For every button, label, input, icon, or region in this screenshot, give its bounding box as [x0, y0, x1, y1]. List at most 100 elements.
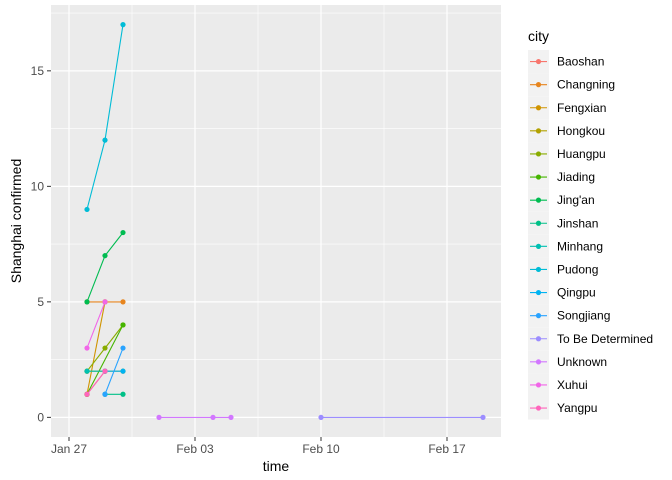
x-tick-label: Jan 27 — [51, 442, 87, 456]
legend-label: Yangpu — [557, 401, 597, 415]
legend-item: Changning — [528, 73, 615, 97]
data-point — [120, 368, 126, 374]
legend-item: Minhang — [528, 234, 603, 258]
data-point — [120, 229, 126, 236]
legend-label: Jiading — [557, 170, 595, 184]
data-point — [120, 299, 126, 305]
series-line — [86, 324, 124, 395]
legend-label: Songjiang — [557, 309, 610, 323]
y-axis-title: Shanghai confirmed — [8, 159, 24, 284]
x-tick-label: Feb 17 — [428, 442, 466, 456]
data-point — [102, 391, 108, 397]
data-point — [120, 22, 126, 28]
legend-item: Jiading — [528, 165, 595, 189]
x-axis-title: time — [263, 458, 290, 474]
data-point — [120, 391, 126, 397]
legend: city Baoshan Changning Fengxian Hongkou Huan… — [528, 28, 653, 420]
data-point — [102, 253, 108, 259]
legend-item: To Be Determined — [528, 327, 653, 351]
data-point — [318, 414, 324, 420]
series-line — [104, 347, 124, 395]
legend-label: Baoshan — [557, 55, 604, 69]
legend-key-point — [535, 197, 542, 203]
series-songjiang — [102, 345, 126, 397]
legend-item: Qingpu — [528, 281, 596, 305]
legend-key-point — [535, 58, 542, 65]
data-point — [102, 368, 108, 374]
y-tick-label: 15 — [31, 64, 45, 78]
data-point — [156, 414, 162, 420]
y-tick-label: 10 — [31, 179, 45, 193]
legend-key-point — [535, 174, 542, 180]
legend-item: Unknown — [528, 350, 607, 374]
series-line — [86, 301, 106, 349]
legend-label: Minhang — [557, 239, 603, 253]
data-point — [228, 414, 234, 420]
legend-item: Fengxian — [528, 96, 606, 120]
legend-title: city — [528, 28, 549, 44]
legend-label: Jinshan — [557, 216, 598, 230]
legend-label: Fengxian — [557, 101, 606, 115]
series-jing-an — [84, 229, 126, 305]
legend-label: Unknown — [557, 355, 607, 369]
series-xuhui — [84, 299, 108, 351]
legend-label: Jing'an — [557, 193, 595, 207]
legend-label: Xuhui — [557, 378, 588, 392]
legend-label: Pudong — [557, 262, 598, 276]
data-point — [102, 345, 108, 351]
data-point — [120, 345, 126, 351]
legend-key-point — [535, 359, 542, 365]
legend-item: Jing'an — [528, 188, 595, 212]
data-point — [480, 414, 486, 420]
data-point — [84, 391, 90, 397]
legend-item: Jinshan — [528, 211, 598, 235]
legend-item: Baoshan — [528, 50, 604, 74]
legend-item: Hongkou — [528, 119, 605, 143]
legend-label: Changning — [557, 78, 615, 92]
legend-key-point — [535, 243, 542, 249]
series-line — [86, 370, 106, 395]
series-pudong — [84, 22, 126, 213]
y-tick-label: 5 — [37, 295, 44, 309]
series-layer — [84, 22, 486, 420]
legend-key-point — [535, 220, 542, 226]
data-point — [84, 368, 90, 374]
data-point — [84, 345, 90, 351]
legend-item: Pudong — [528, 257, 598, 281]
x-tick-label: Feb 10 — [302, 442, 340, 456]
legend-key-point — [535, 382, 542, 388]
legend-key-point — [535, 128, 542, 134]
y-tick-label: 0 — [37, 410, 44, 424]
axes: 0 5 10 15 Jan 27 Feb 03 Feb 10 Feb 17 — [31, 64, 466, 456]
legend-key-point — [535, 313, 542, 319]
series-line — [86, 301, 106, 395]
legend-item: Yangpu — [528, 396, 597, 420]
legend-item: Huangpu — [528, 142, 606, 166]
x-tick-label: Feb 03 — [176, 442, 214, 456]
legend-key-point — [535, 405, 542, 411]
data-point — [84, 299, 90, 305]
legend-key-point — [535, 336, 542, 342]
data-point — [210, 414, 216, 420]
series-unknown — [156, 414, 234, 420]
legend-key-point — [535, 289, 542, 296]
legend-label: To Be Determined — [557, 332, 653, 346]
legend-key-point — [535, 151, 542, 157]
data-point — [84, 206, 90, 213]
legend-items: Baoshan Changning Fengxian Hongkou Huangpu Ji… — [528, 50, 653, 420]
legend-item: Songjiang — [528, 304, 610, 328]
series-yangpu — [84, 368, 108, 397]
legend-item: Xuhui — [528, 373, 588, 397]
legend-label: Hongkou — [557, 124, 605, 138]
data-point — [102, 137, 108, 143]
data-point — [102, 299, 108, 305]
legend-label: Huangpu — [557, 147, 606, 161]
grid — [51, 5, 501, 437]
plot-panel — [51, 5, 501, 437]
series-to-be-determined — [318, 414, 486, 420]
legend-key-point — [535, 105, 542, 111]
legend-key-point — [535, 266, 542, 273]
legend-label: Qingpu — [557, 286, 596, 300]
data-point — [120, 322, 126, 328]
